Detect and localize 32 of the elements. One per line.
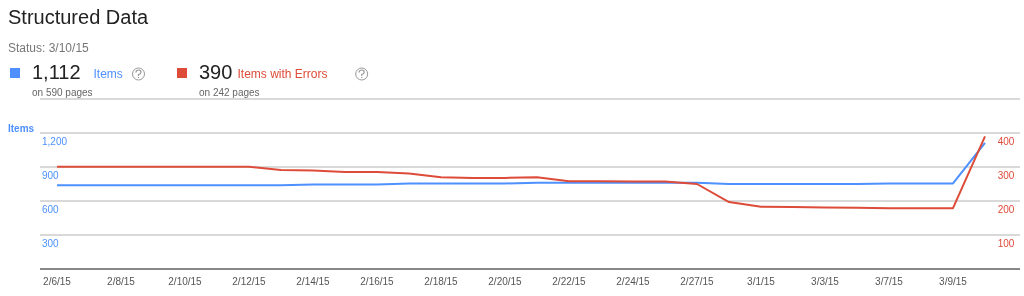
text: 390 <box>199 61 233 83</box>
x-tick-label: 2/20/15 <box>488 276 523 287</box>
x-tick-label: 2/27/15 <box>680 276 715 287</box>
y-tick-label: 1,200 <box>42 136 68 147</box>
y-tick-label: 900 <box>42 170 60 181</box>
text: 1,112 <box>32 61 81 83</box>
y2-tick-label: 200 <box>997 204 1015 215</box>
y2-tick-label: 400 <box>997 136 1015 147</box>
x-tick-label: 2/10/15 <box>168 276 203 287</box>
text: Items <box>93 67 123 81</box>
x-tick-label: 2/14/15 <box>296 276 331 287</box>
chart-title: Structured Data <box>8 6 149 28</box>
y2-tick-label: 300 <box>997 170 1015 181</box>
x-tick-label: 2/16/15 <box>360 276 395 287</box>
x-tick-label: 3/1/15 <box>747 276 776 287</box>
y2-tick-label: 100 <box>997 238 1015 249</box>
x-tick-label: 2/6/15 <box>43 276 72 287</box>
y-tick-label: 600 <box>42 204 60 215</box>
text: Items with Errors <box>237 67 328 81</box>
text: on 242 pages <box>199 87 260 98</box>
x-tick-label: 2/12/15 <box>232 276 267 287</box>
text: on 590 pages <box>32 87 93 98</box>
x-tick-label: 3/7/15 <box>875 276 904 287</box>
x-tick-label: 2/8/15 <box>107 276 136 287</box>
chart-subtitle: Status: 3/10/15 <box>8 41 90 55</box>
x-tick-label: 2/24/15 <box>616 276 651 287</box>
y-axis-title: Items <box>8 123 35 134</box>
y-tick-label: 300 <box>42 238 60 249</box>
x-tick-label: 2/18/15 <box>424 276 459 287</box>
x-tick-label: 3/3/15 <box>811 276 840 287</box>
x-tick-label: 2/22/15 <box>552 276 587 287</box>
x-tick-label: 3/9/15 <box>939 276 968 287</box>
